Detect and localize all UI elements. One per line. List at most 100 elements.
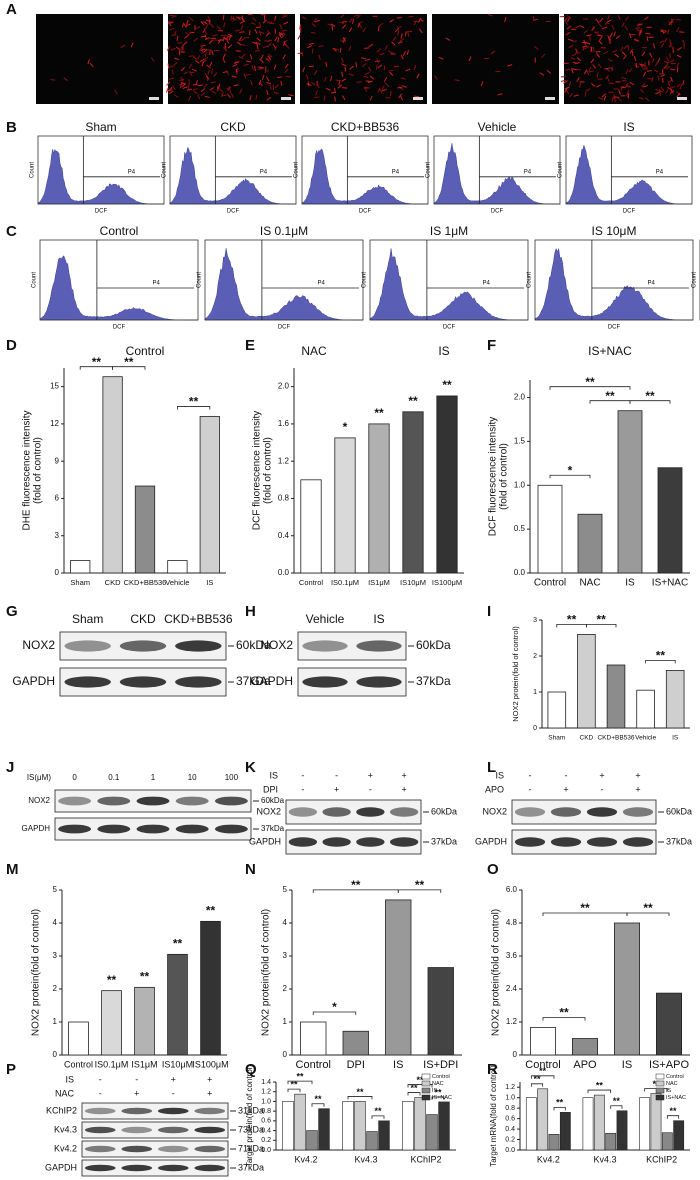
histogram-title: IS 0.1μM: [260, 224, 308, 238]
texture: [642, 85, 648, 88]
protein-band: [214, 824, 248, 834]
texture: [227, 44, 233, 49]
texture: [344, 66, 347, 72]
texture: [657, 75, 660, 81]
texture: [213, 72, 218, 77]
significance-label: **: [351, 878, 361, 892]
y-tick-label: 1.0: [505, 1095, 515, 1102]
texture: [204, 34, 207, 40]
texture: [611, 24, 615, 30]
texture: [171, 69, 174, 75]
texture: [207, 69, 210, 75]
texture: [323, 95, 326, 101]
condition-sign: +: [401, 784, 406, 794]
size-label: 60kDa: [431, 806, 457, 816]
texture: [225, 38, 230, 44]
texture: [278, 33, 283, 39]
texture: [402, 51, 406, 57]
protein-band: [84, 1126, 116, 1134]
legend-swatch: [421, 1094, 431, 1101]
row-label: Kv4.2: [54, 1143, 77, 1153]
texture: [597, 63, 602, 69]
texture: [239, 88, 243, 94]
histogram-title: IS 1μM: [430, 224, 468, 238]
legend-swatch: [655, 1087, 665, 1094]
texture: [193, 37, 199, 42]
y-tick-label: 3.6: [506, 951, 518, 960]
texture: [223, 22, 226, 28]
texture: [203, 48, 208, 53]
gate-label: P4: [128, 169, 136, 175]
texture: [206, 64, 211, 69]
condition-sign: -: [369, 784, 372, 794]
y-axis-label: Target mRNA(fold of control): [489, 1065, 498, 1167]
y-tick-label: 0.6: [261, 1118, 271, 1125]
protein-band: [194, 1145, 226, 1153]
texture: [598, 96, 604, 100]
texture: [269, 84, 272, 91]
bar: [294, 1093, 306, 1151]
texture: [205, 19, 211, 23]
panel-letter: G: [6, 603, 18, 620]
plot-frame: [369, 239, 529, 321]
texture: [308, 42, 314, 45]
texture: [239, 31, 245, 33]
texture: [670, 68, 676, 71]
texture: [676, 62, 680, 68]
condition-sign: -: [529, 770, 532, 780]
protein-band: [302, 676, 348, 688]
bar: [342, 1030, 369, 1056]
significance-bracket: [312, 1011, 357, 1015]
scale-bar: [149, 97, 159, 100]
y-axis-label: NOX2 protein(fold of control): [261, 909, 272, 1036]
texture: [310, 31, 316, 34]
texture: [590, 46, 593, 52]
condition-name: IS: [269, 770, 278, 780]
x-tick-label: CKD+BB536: [124, 578, 167, 587]
texture: [239, 20, 245, 24]
texture: [195, 60, 200, 64]
texture: [211, 50, 214, 56]
condition-name: APO: [485, 784, 504, 794]
bar: [167, 953, 188, 1056]
bar: [167, 560, 188, 574]
texture: [221, 94, 227, 97]
protein-band: [389, 807, 419, 817]
texture: [608, 66, 614, 70]
texture: [445, 37, 451, 41]
row-label: NOX2: [28, 796, 50, 805]
texture: [658, 88, 664, 93]
lane-label: CKD+BB536: [164, 612, 233, 626]
texture: [626, 89, 630, 95]
texture: [167, 21, 172, 27]
texture: [665, 66, 670, 70]
condition-sign: +: [207, 1088, 212, 1098]
x-tick-label: APO: [573, 1059, 597, 1071]
significance-label: **: [374, 1106, 382, 1116]
panel-letter: N: [245, 861, 256, 878]
texture: [339, 47, 342, 53]
texture: [596, 84, 601, 88]
bar: [318, 1108, 330, 1151]
y-tick-label: 3: [55, 531, 60, 540]
texture: [278, 31, 284, 36]
size-label: 71kDa: [238, 1143, 264, 1153]
texture: [397, 30, 400, 36]
texture: [258, 82, 264, 87]
texture: [621, 51, 626, 56]
condition-sign: +: [207, 1074, 212, 1084]
histogram: [37, 148, 164, 205]
row-label: GAPDH: [249, 836, 281, 846]
texture: [274, 45, 278, 51]
y-tick-label: 0.4: [261, 1127, 271, 1134]
protein-band: [157, 1145, 189, 1153]
significance-label: **: [539, 1066, 547, 1076]
significance-bracket: [587, 1089, 612, 1094]
texture: [599, 35, 603, 41]
size-label: 37kDa: [416, 674, 451, 688]
y-tick-label: 12: [50, 419, 59, 428]
texture: [200, 48, 206, 52]
texture: [590, 58, 595, 64]
texture: [566, 14, 572, 19]
texture: [622, 54, 627, 60]
